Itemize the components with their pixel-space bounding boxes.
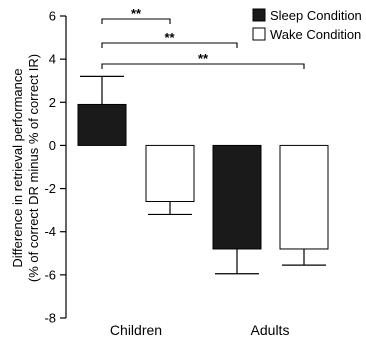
significance-label: ** <box>198 51 209 66</box>
y-tick-label: -2 <box>44 181 56 196</box>
significance-label: ** <box>131 6 142 21</box>
legend-label-sleep: Sleep Condition <box>270 8 362 23</box>
y-tick-label: -8 <box>44 311 56 326</box>
significance-label: ** <box>164 30 175 45</box>
bars <box>77 103 329 250</box>
bar-adults-sleep <box>212 144 262 250</box>
significance-bracket <box>101 42 238 48</box>
y-tick-label: 2 <box>49 95 56 110</box>
legend-swatch-wake <box>252 27 266 41</box>
error-bars <box>80 75 326 275</box>
bar-children-sleep <box>77 103 127 146</box>
bar-adults-wake <box>279 144 329 250</box>
y-tick-label: 0 <box>49 138 56 153</box>
y-tick-label: -4 <box>44 224 56 239</box>
significance-brackets: ** ** ** <box>101 6 305 69</box>
y-axis-title-line-1: Difference in retrieval performance <box>10 68 25 267</box>
y-axis-title: Difference in retrieval performance (% o… <box>10 54 41 282</box>
category-label-adults: Adults <box>251 322 290 338</box>
legend-label-wake: Wake Condition <box>270 27 361 42</box>
significance-bracket <box>101 18 171 24</box>
legend: Sleep Condition Wake Condition <box>252 8 362 42</box>
significance-bracket <box>101 63 305 69</box>
legend-swatch-sleep <box>252 8 266 22</box>
bar-children-wake <box>145 144 195 203</box>
axes: 6 4 2 0 -2 -4 -6 -8 Children Adults <box>44 9 289 339</box>
y-tick-label: 6 <box>49 9 56 24</box>
y-axis-title-line-2: (% of correct DR minus % of correct IR) <box>26 54 41 282</box>
y-tick-label: -6 <box>44 267 56 282</box>
category-label-children: Children <box>110 322 162 338</box>
y-tick-label: 4 <box>49 52 56 67</box>
